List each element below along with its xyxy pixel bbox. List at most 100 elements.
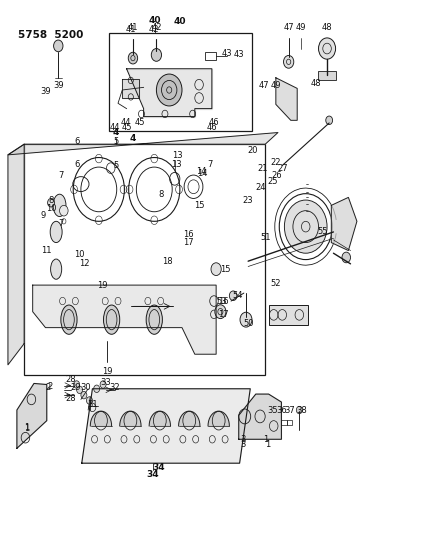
Polygon shape [276, 78, 297, 120]
Text: 43: 43 [221, 50, 232, 58]
Text: 7: 7 [59, 171, 64, 180]
Circle shape [94, 385, 100, 392]
Circle shape [156, 74, 182, 106]
Circle shape [318, 38, 336, 59]
Text: 20: 20 [247, 146, 258, 155]
Text: 15: 15 [194, 201, 204, 210]
Text: 8: 8 [48, 196, 54, 205]
Ellipse shape [61, 305, 77, 334]
Text: 13: 13 [172, 151, 183, 160]
Text: 44: 44 [120, 118, 131, 127]
Text: 6: 6 [74, 137, 79, 146]
Circle shape [229, 291, 237, 301]
Circle shape [326, 116, 333, 125]
Circle shape [59, 205, 68, 216]
Circle shape [211, 263, 221, 276]
Text: 2: 2 [47, 382, 52, 391]
Text: 53: 53 [217, 296, 227, 305]
Text: 40: 40 [174, 18, 186, 27]
Text: 28: 28 [66, 375, 76, 384]
Text: 49: 49 [295, 23, 306, 32]
Circle shape [240, 312, 252, 327]
Text: 30: 30 [81, 383, 91, 392]
Polygon shape [17, 383, 47, 448]
Text: 1: 1 [263, 435, 269, 444]
Text: 19: 19 [97, 280, 107, 289]
Text: 4: 4 [130, 134, 136, 143]
Text: 32: 32 [110, 383, 120, 392]
Circle shape [215, 305, 226, 319]
Text: 51: 51 [260, 233, 270, 242]
Text: 14: 14 [196, 167, 206, 176]
Text: 7: 7 [207, 160, 212, 169]
Ellipse shape [50, 221, 62, 243]
Text: 1: 1 [265, 440, 270, 449]
Ellipse shape [53, 194, 66, 216]
Circle shape [54, 40, 63, 52]
Text: 4: 4 [113, 128, 119, 137]
Text: 47: 47 [259, 81, 270, 90]
Text: 15: 15 [220, 265, 231, 273]
Text: 11: 11 [42, 246, 52, 255]
Text: 12: 12 [79, 259, 89, 268]
Text: 17: 17 [183, 238, 194, 247]
Text: 23: 23 [242, 196, 253, 205]
Polygon shape [8, 133, 278, 155]
Circle shape [81, 391, 87, 399]
Text: 42: 42 [151, 23, 162, 32]
Bar [205, 52, 216, 60]
Text: 54: 54 [232, 291, 243, 300]
Text: 50: 50 [244, 319, 254, 328]
Text: 38: 38 [296, 406, 307, 415]
Text: 13: 13 [172, 160, 182, 169]
Text: 21: 21 [258, 164, 268, 173]
Text: 7: 7 [59, 220, 64, 229]
Circle shape [128, 52, 138, 64]
Circle shape [77, 386, 83, 393]
Text: 5: 5 [113, 137, 119, 146]
Text: 44: 44 [110, 123, 120, 132]
Text: 22: 22 [270, 158, 281, 167]
Text: 34: 34 [152, 463, 165, 472]
Text: 18: 18 [162, 257, 172, 265]
Text: 41: 41 [125, 26, 136, 35]
Text: 28: 28 [66, 394, 76, 403]
Text: 45: 45 [121, 123, 132, 132]
Text: 3: 3 [241, 440, 246, 449]
Text: 6: 6 [74, 160, 79, 169]
Circle shape [283, 55, 294, 68]
Bar [318, 71, 336, 80]
Text: 36: 36 [276, 406, 287, 415]
Ellipse shape [51, 259, 62, 279]
Polygon shape [149, 411, 170, 426]
Circle shape [284, 200, 327, 253]
Bar [110, 33, 253, 131]
Text: 31: 31 [87, 400, 98, 409]
Text: 29: 29 [70, 383, 80, 392]
Text: 40: 40 [149, 16, 161, 25]
Text: 52: 52 [270, 279, 281, 288]
Polygon shape [33, 285, 216, 354]
Text: 47: 47 [283, 23, 294, 32]
Polygon shape [8, 144, 24, 365]
Text: 16: 16 [183, 230, 194, 239]
Text: 48: 48 [322, 23, 333, 32]
Bar [281, 419, 286, 425]
Bar [24, 144, 265, 375]
Text: 10: 10 [46, 204, 56, 213]
Polygon shape [122, 79, 140, 98]
Circle shape [86, 397, 92, 404]
Polygon shape [120, 411, 141, 426]
Polygon shape [239, 394, 281, 439]
Text: 37: 37 [285, 406, 295, 415]
Text: 46: 46 [209, 118, 219, 127]
Text: 26: 26 [272, 171, 282, 180]
Text: 27: 27 [277, 164, 288, 173]
Text: 1: 1 [24, 424, 29, 433]
Text: 19: 19 [102, 367, 113, 376]
Text: 25: 25 [268, 177, 278, 186]
Text: 16: 16 [218, 296, 229, 305]
Bar [270, 305, 308, 325]
Circle shape [151, 49, 161, 61]
Circle shape [100, 381, 106, 388]
